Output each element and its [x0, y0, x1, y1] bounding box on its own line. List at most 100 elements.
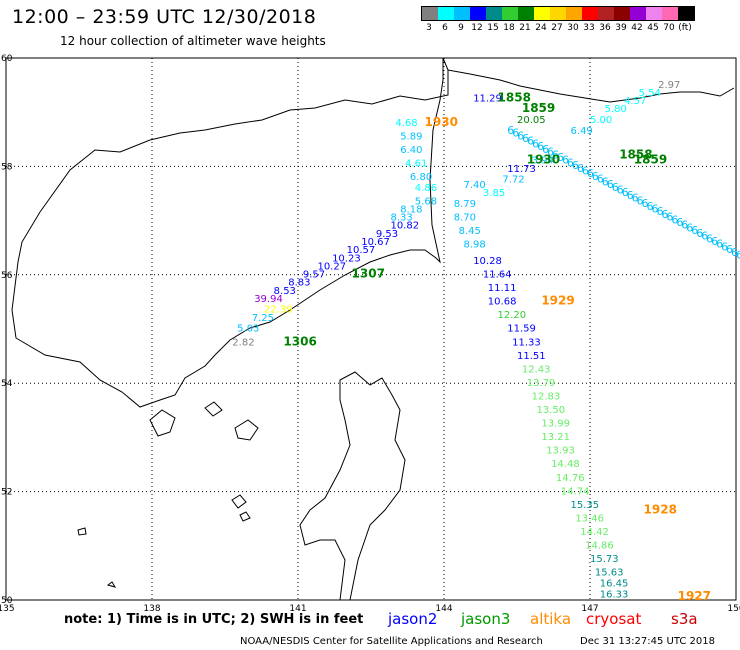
color-scale-cell — [518, 7, 534, 20]
color-scale-cells — [421, 6, 695, 21]
wave-height-value: 4.57 — [624, 96, 646, 107]
dense-track-mark: 6 — [721, 240, 728, 253]
pass-time-label: 1307 — [352, 267, 385, 281]
color-scale-cell — [502, 7, 518, 20]
dense-track-mark: 6 — [686, 221, 693, 234]
dense-track-mark: 6 — [552, 148, 559, 161]
page-subtitle: 12 hour collection of altimeter wave hei… — [60, 34, 326, 48]
wave-height-value: 13.21 — [541, 432, 570, 443]
dense-track-mark: 6 — [731, 246, 738, 259]
legend-item-cryosat: cryosat — [586, 610, 642, 628]
wave-height-value: 2.97 — [658, 80, 680, 91]
wave-height-value: 39.94 — [254, 294, 283, 305]
wave-height-value: 6.40 — [400, 145, 422, 156]
lon-tick-label: 138 — [143, 604, 160, 614]
pass-time-label: 1930 — [425, 115, 458, 129]
wave-height-value: 15.63 — [595, 568, 624, 579]
dense-track-mark: 6 — [582, 165, 589, 178]
wave-height-value: 13.50 — [536, 405, 565, 416]
pass-time-label: 1927 — [678, 589, 711, 603]
dense-track-mark: 6 — [651, 202, 658, 215]
dense-track-mark: 6 — [696, 227, 703, 240]
color-scale-cell — [582, 7, 598, 20]
pass-time-label: 1929 — [541, 294, 574, 308]
wave-height-value: 22.39 — [264, 305, 293, 316]
lat-tick-label: 50 — [1, 596, 13, 606]
color-scale-label: 30 — [567, 23, 579, 33]
wave-height-value: 14.74 — [561, 486, 590, 497]
lon-tick-label: 147 — [581, 604, 598, 614]
wave-height-value: 7.40 — [463, 180, 485, 191]
legend-item-jason3: jason3 — [461, 610, 511, 628]
dense-track-mark: 6 — [642, 197, 649, 210]
coast-island-6 — [77, 527, 87, 536]
wave-height-value: 8.53 — [274, 286, 296, 297]
color-scale-label: 45 — [647, 23, 659, 33]
color-scale-label: (ft) — [678, 23, 692, 33]
wave-height-value: 13.99 — [541, 419, 570, 430]
wave-height-value: 11.33 — [512, 337, 541, 348]
dense-track-mark: 6 — [632, 192, 639, 205]
legend-item-jason2: jason2 — [388, 610, 438, 628]
wave-height-value: 13.93 — [546, 446, 575, 457]
lon-tick-label: 135 — [0, 604, 15, 614]
color-scale-labels: 3 6 9 12 15 18 21 24 27 30 33 36 39 42 45 70 (ft) — [421, 23, 695, 33]
dense-track-mark: 6 — [597, 173, 604, 186]
color-scale-label: 6 — [442, 23, 448, 33]
coast-island-7 — [106, 581, 117, 588]
lon-tick-label: 150 — [727, 604, 740, 614]
wave-height-value: 12.43 — [522, 364, 551, 375]
lat-tick-label: 60 — [1, 54, 13, 64]
dense-track-mark: 6 — [671, 213, 678, 226]
coast-island-3 — [204, 401, 223, 417]
wave-height-value: 4.68 — [395, 118, 417, 129]
wave-height-value: 7.25 — [252, 313, 274, 324]
wave-height-value: 5.80 — [605, 104, 627, 115]
dense-track-mark: 6 — [637, 194, 644, 207]
color-scale-label: 18 — [503, 23, 515, 33]
wave-height-value: 15.35 — [571, 500, 600, 511]
color-scale-label: 39 — [615, 23, 627, 33]
color-scale-cell — [630, 7, 646, 20]
wave-height-value: 5.03 — [237, 324, 259, 335]
color-scale-cell — [454, 7, 470, 20]
pass-time-label: 1858 — [619, 147, 652, 161]
color-scale-cell — [598, 7, 614, 20]
wave-height-value: 5.89 — [400, 131, 422, 142]
wave-height-value: 3.94 — [532, 156, 554, 167]
wave-height-value: 10.57 — [347, 245, 376, 256]
dense-track-mark: 6 — [716, 238, 723, 251]
wave-height-value: 8.33 — [390, 213, 412, 224]
lat-tick-label: 56 — [1, 271, 13, 281]
footer-credit: NOAA/NESDIS Center for Satellite Applica… — [240, 636, 543, 647]
wave-height-value: 11.51 — [517, 351, 546, 362]
color-scale-label: 27 — [551, 23, 563, 33]
color-scale-cell — [470, 7, 486, 20]
dense-track-mark: 6 — [532, 137, 539, 150]
dense-track: 6666666666666666666666666666666666666666… — [507, 124, 740, 262]
dense-track-mark: 6 — [676, 216, 683, 229]
wave-height-value: 10.27 — [317, 261, 346, 272]
wave-height-value: 10.28 — [473, 256, 502, 267]
wave-height-value: 11.11 — [488, 283, 517, 294]
shantar-islands — [149, 409, 176, 437]
wave-height-value: 7.72 — [502, 175, 524, 186]
wave-height-value: 14.76 — [556, 473, 585, 484]
wave-height-value: 8.83 — [288, 278, 310, 289]
color-scale-cell — [550, 7, 566, 20]
wave-height-value: 16.45 — [600, 578, 629, 589]
pass-time-label: 1306 — [283, 334, 316, 348]
dense-track-mark: 6 — [592, 170, 599, 183]
dense-track-mark: 6 — [617, 184, 624, 197]
dense-track-mark: 6 — [557, 151, 564, 164]
wave-height-value: 14.86 — [585, 541, 614, 552]
legend-item-s3a: s3a — [671, 610, 698, 628]
pass-time-label: 1928 — [644, 502, 677, 516]
coast-island-4 — [231, 494, 247, 509]
pass-time-label: 1858 — [498, 90, 531, 104]
wave-height-value: 8.70 — [454, 213, 476, 224]
color-scale-label: 70 — [663, 23, 675, 33]
wave-height-value: 15.73 — [590, 554, 619, 565]
axis-tick-labels: 135 138 141 144 147 150 60 58 56 54 52 50 — [0, 54, 740, 614]
